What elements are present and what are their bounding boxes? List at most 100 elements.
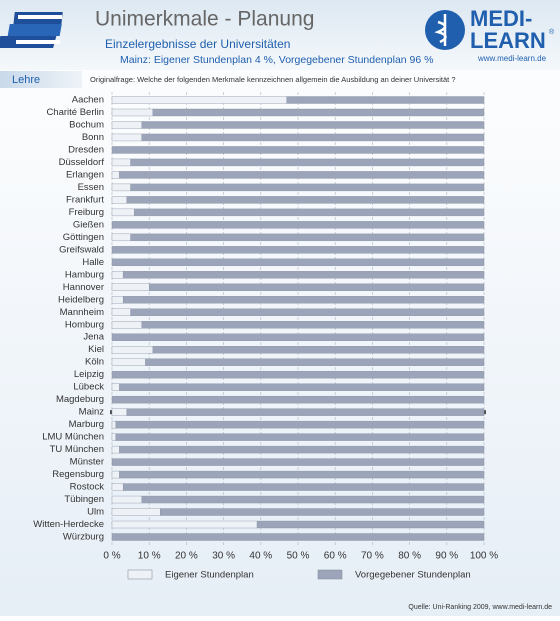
y-tick-label: Münster: [70, 457, 104, 468]
bar-segment: [148, 283, 485, 291]
y-tick-label: Halle: [82, 257, 104, 268]
y-tick-label: Bochum: [69, 119, 104, 130]
bar-segment: [111, 470, 120, 479]
y-tick-label: TU München: [50, 444, 104, 455]
bar-segment: [119, 171, 485, 179]
legend-label: Vorgegebener Stundenplan: [355, 570, 471, 581]
x-tick-label: 70 %: [361, 551, 384, 562]
bar-segment: [111, 208, 135, 217]
bar-segment: [134, 208, 485, 217]
logo-text: LEARN: [470, 28, 546, 53]
legend-label: Eigener Stundenplan: [165, 570, 254, 581]
subtitle: Einzelergebnisse der Universitäten: [105, 37, 290, 51]
bar-segment: [152, 108, 485, 117]
bar-segment: [130, 233, 485, 242]
x-tick-label: 90 %: [435, 551, 458, 562]
bar-segment: [111, 246, 485, 254]
bar-segment: [141, 121, 485, 129]
source: Quelle: Uni-Ranking 2009, www.medi-learn…: [408, 604, 552, 611]
y-tick-label: Marburg: [69, 419, 104, 430]
bar-segment: [126, 196, 485, 204]
y-tick-label: Erlangen: [66, 169, 104, 180]
bar-segment: [256, 520, 485, 529]
bar-segment: [111, 171, 120, 179]
note: Mainz: Eigener Stundenplan 4 %, Vorgegeb…: [120, 54, 433, 66]
bar-segment: [111, 533, 485, 541]
bar-segment: [111, 133, 142, 142]
y-tick-label: Frankfurt: [66, 194, 104, 205]
x-tick-label: 100 %: [470, 551, 498, 562]
y-tick-label: Kiel: [88, 344, 104, 355]
bar-segment: [111, 108, 154, 117]
logo-text: MEDI-: [470, 6, 532, 31]
bar-segment: [111, 233, 131, 242]
legend-swatch: [127, 569, 153, 580]
bar-segment: [111, 283, 150, 291]
x-tick-label: 0 %: [103, 551, 120, 562]
y-tick-label: Dresden: [68, 144, 104, 155]
question: Originalfrage: Welche der folgenden Merk…: [90, 75, 456, 84]
y-tick-label: Witten-Herdecke: [33, 519, 104, 530]
bar-segment: [111, 321, 142, 329]
y-tick-label: Köln: [85, 357, 104, 368]
y-tick-label: Greifswald: [59, 244, 104, 255]
logo: MEDI- LEARN ® www.medi-learn.de: [425, 6, 555, 63]
bar-segment: [119, 470, 485, 479]
bar-segment: [130, 308, 485, 316]
bar-segment: [152, 346, 485, 354]
y-tick-label: Bonn: [82, 132, 104, 143]
bar-segment: [111, 508, 161, 516]
header-band: [0, 0, 560, 70]
bar-segment: [111, 183, 131, 192]
bar-segment: [119, 383, 485, 391]
bar-segment: [111, 296, 124, 304]
bar-segment: [111, 146, 485, 154]
y-tick-label: Homburg: [65, 319, 104, 330]
bar-segment: [111, 121, 142, 129]
bar-segment: [111, 445, 120, 454]
bar-segment: [111, 408, 128, 416]
bar-segment: [126, 408, 485, 416]
bar-segment: [286, 96, 485, 104]
x-tick-label: 50 %: [287, 551, 310, 562]
y-tick-label: LMU München: [42, 432, 104, 443]
bar-segment: [122, 296, 485, 304]
bar-segment: [160, 508, 485, 516]
bar-segment: [111, 196, 128, 204]
bar-segment: [111, 158, 131, 167]
y-tick-label: Mainz: [79, 407, 105, 418]
bar-segment: [111, 395, 485, 404]
y-tick-label: Göttingen: [63, 232, 104, 243]
bar-segment: [111, 346, 154, 354]
logo-url: www.medi-learn.de: [477, 54, 547, 63]
bar-segment: [141, 495, 485, 504]
bar-segment: [111, 258, 485, 267]
x-tick-label: 40 %: [249, 551, 272, 562]
bar-segment: [111, 221, 485, 229]
bar-segment: [111, 495, 142, 504]
bar-segment: [111, 483, 124, 491]
y-tick-label: Leipzig: [74, 369, 104, 380]
bar-segment: [141, 133, 485, 142]
x-tick-label: 80 %: [398, 551, 421, 562]
y-tick-label: Hamburg: [65, 269, 104, 280]
bar-segment: [115, 433, 485, 441]
x-tick-label: 10 %: [138, 551, 161, 562]
section: Lehre: [12, 74, 40, 86]
y-tick-label: Freiburg: [69, 207, 104, 218]
y-tick-label: Mannheim: [60, 307, 104, 318]
bar-segment: [111, 308, 131, 316]
y-tick-label: Rostock: [70, 482, 105, 493]
bar-segment: [111, 383, 120, 391]
x-tick-label: 30 %: [212, 551, 235, 562]
bar-segment: [122, 483, 485, 491]
y-tick-label: Heidelberg: [58, 294, 104, 305]
bar-segment: [122, 271, 485, 279]
bar-segment: [111, 333, 485, 341]
bar-segment: [115, 420, 485, 429]
x-tick-label: 60 %: [324, 551, 347, 562]
bar-segment: [130, 183, 485, 192]
y-tick-label: Aachen: [72, 95, 104, 106]
bar-segment: [111, 420, 116, 429]
